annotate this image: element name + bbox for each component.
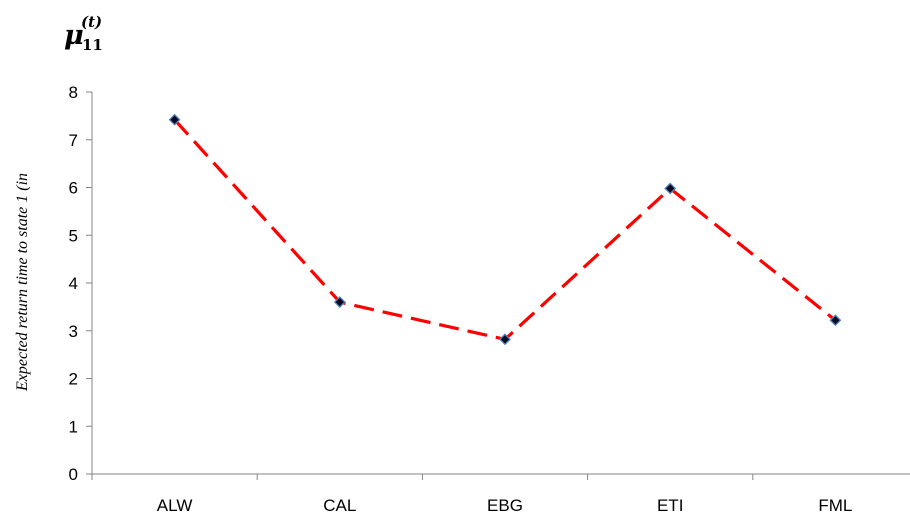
x-tick-label: EBG xyxy=(487,496,523,515)
y-tick-label: 7 xyxy=(69,131,78,150)
corner-symbol: μ xyxy=(64,20,84,51)
corner-label: μ 11 (t) xyxy=(64,13,103,54)
y-tick-label: 3 xyxy=(69,322,78,341)
y-tick-label: 0 xyxy=(69,465,78,484)
x-tick-label: FML xyxy=(818,496,852,515)
data-point-marker xyxy=(168,113,181,126)
y-tick-labels: 0 1 2 3 4 5 6 7 8 xyxy=(69,83,78,484)
y-tick-label: 2 xyxy=(69,370,78,389)
series-group xyxy=(168,113,842,346)
corner-superscript: (t) xyxy=(81,13,102,31)
y-tick-label: 5 xyxy=(69,226,78,245)
y-tick-label: 6 xyxy=(69,179,78,198)
data-point-marker xyxy=(829,314,842,327)
y-axis-label: Expected return time to state 1 (in xyxy=(14,173,31,392)
x-tick-label: ALW xyxy=(157,496,193,515)
x-tick-label: CAL xyxy=(323,496,356,515)
y-tick-label: 1 xyxy=(69,417,78,436)
corner-subscript: 11 xyxy=(82,36,103,54)
data-point-marker xyxy=(499,333,511,346)
x-tick-label: ETI xyxy=(657,496,683,515)
y-tick-label: 8 xyxy=(69,83,78,102)
x-tick-labels: ALW CAL EBG ETI FML xyxy=(157,496,853,515)
data-point-marker xyxy=(333,296,346,309)
data-point-marker xyxy=(664,182,677,195)
y-tick-label: 4 xyxy=(69,274,78,293)
axes xyxy=(86,91,910,480)
svg-text:μ: μ xyxy=(64,20,84,51)
series-line xyxy=(173,118,837,341)
